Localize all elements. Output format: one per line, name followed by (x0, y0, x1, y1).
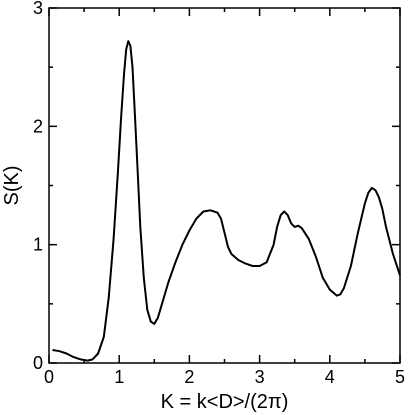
plot-frame (48, 7, 401, 364)
x-tick-label: 1 (114, 367, 124, 387)
x-tick-label: 4 (325, 367, 335, 387)
series-line-0 (52, 40, 401, 362)
x-tick-label: 0 (44, 367, 54, 387)
y-tick-label: 2 (33, 116, 43, 136)
y-tick-label: 1 (33, 235, 43, 255)
y-tick-label: 3 (33, 0, 43, 18)
x-tick-label: 2 (184, 367, 194, 387)
x-axis-title: K = k<D>/(2π) (161, 391, 289, 413)
y-tick-label: 0 (33, 353, 43, 373)
y-axis-title: S(K) (1, 166, 23, 206)
x-tick-label: 5 (395, 367, 405, 387)
x-tick-label: 3 (255, 367, 265, 387)
